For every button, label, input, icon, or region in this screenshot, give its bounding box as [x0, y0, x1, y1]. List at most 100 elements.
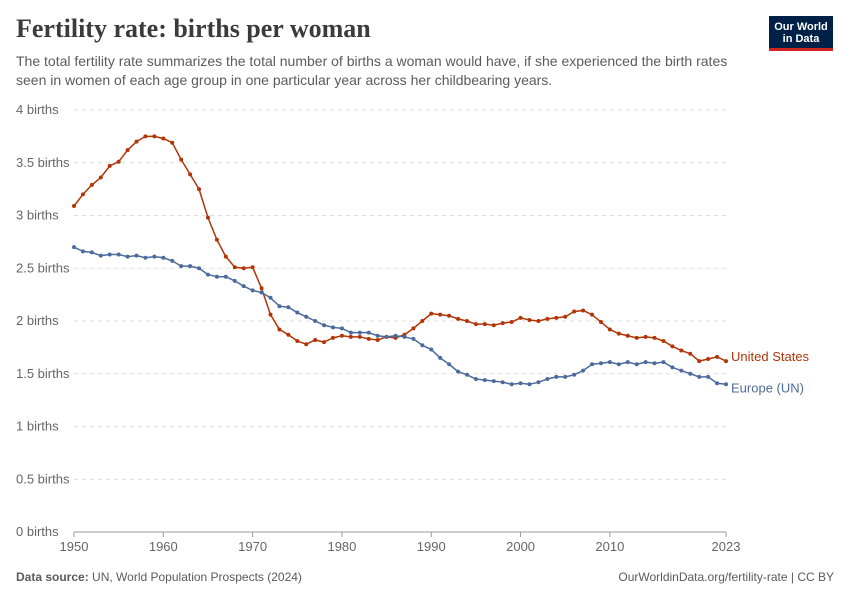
data-point: [277, 327, 282, 332]
data-point: [89, 250, 94, 255]
data-point: [72, 204, 76, 209]
data-point: [295, 339, 300, 344]
data-point: [188, 264, 193, 269]
data-point: [250, 265, 255, 270]
data-point: [402, 334, 407, 339]
x-tick-label: 2000: [506, 539, 535, 554]
data-point: [447, 313, 452, 318]
data-point: [482, 378, 487, 383]
x-tick-label: 1990: [417, 539, 446, 554]
data-point: [625, 360, 630, 365]
data-point: [143, 255, 148, 260]
y-tick-label: 0.5 births: [16, 471, 70, 486]
data-point: [590, 362, 595, 367]
data-point: [464, 319, 469, 323]
chart-subtitle: The total fertility rate summarizes the …: [16, 53, 728, 88]
data-point: [259, 290, 264, 295]
data-point: [706, 356, 711, 361]
data-point: [375, 333, 380, 338]
data-point: [116, 252, 121, 257]
data-point: [598, 361, 603, 366]
data-point: [366, 330, 371, 335]
data-point: [670, 365, 675, 370]
data-point: [438, 312, 443, 317]
data-point: [125, 254, 130, 259]
data-point: [429, 347, 434, 352]
data-point: [366, 336, 371, 341]
y-tick-label: 3.5 births: [16, 155, 70, 170]
data-point: [205, 215, 210, 220]
data-point: [179, 264, 184, 269]
data-point: [491, 323, 496, 328]
data-point: [509, 382, 514, 387]
data-point: [661, 339, 666, 344]
data-point: [545, 316, 550, 321]
data-point: [679, 368, 684, 373]
data-point: [152, 134, 157, 139]
data-point: [500, 321, 505, 326]
y-tick-label: 2.5 births: [16, 260, 70, 275]
data-point: [625, 333, 630, 338]
data-point: [590, 312, 595, 317]
y-tick-label: 0 births: [16, 524, 59, 539]
data-point: [563, 314, 568, 319]
data-point: [679, 348, 684, 353]
data-point: [464, 372, 469, 377]
data-point: [348, 330, 353, 335]
data-point: [250, 288, 255, 293]
x-tick-label: 1960: [149, 539, 178, 554]
data-point: [420, 319, 425, 323]
data-point: [581, 368, 586, 373]
data-point: [161, 255, 166, 260]
series-label: Europe (UN): [731, 380, 804, 395]
data-point: [438, 355, 443, 360]
data-point: [572, 309, 577, 314]
data-point: [268, 295, 273, 300]
data-point: [643, 334, 648, 339]
data-point: [107, 252, 112, 257]
data-point: [715, 381, 720, 386]
data-point: [161, 136, 166, 141]
data-point: [107, 163, 112, 168]
logo-line-2: in Data: [782, 33, 820, 45]
data-point: [616, 331, 621, 336]
data-point: [223, 274, 228, 279]
data-point: [572, 372, 577, 377]
data-point: [89, 182, 94, 187]
data-point: [134, 253, 139, 258]
chart-title: Fertility rate: births per woman: [16, 14, 371, 43]
data-point: [322, 340, 327, 345]
y-tick-label: 4 births: [16, 102, 59, 117]
data-point: [447, 362, 452, 367]
data-point: [322, 323, 327, 328]
data-point: [339, 333, 344, 338]
data-point: [98, 175, 103, 180]
url-license[interactable]: OurWorldinData.org/fertility-rate | CC B…: [618, 570, 834, 584]
data-point: [715, 354, 720, 359]
data-point: [581, 308, 586, 313]
data-point: [384, 334, 389, 339]
data-point: [241, 284, 246, 289]
data-point: [554, 374, 559, 379]
data-point: [634, 362, 639, 367]
data-point: [661, 360, 666, 365]
series-label: United States: [731, 349, 810, 364]
data-point: [420, 343, 425, 348]
data-point: [393, 333, 398, 338]
owid-logo[interactable]: Our World in Data: [769, 16, 833, 51]
data-point: [697, 374, 702, 379]
data-point: [536, 319, 541, 323]
data-point: [411, 336, 416, 341]
data-source-text[interactable]: UN, World Population Prospects (2024): [92, 570, 302, 584]
data-point: [357, 330, 362, 335]
data-point: [179, 157, 184, 162]
data-point: [304, 314, 309, 319]
data-point: [643, 360, 648, 365]
data-point: [456, 316, 461, 321]
data-point: [277, 304, 282, 309]
data-point: [134, 139, 139, 144]
data-point: [616, 362, 621, 367]
data-point: [411, 326, 416, 331]
data-point: [527, 382, 532, 387]
